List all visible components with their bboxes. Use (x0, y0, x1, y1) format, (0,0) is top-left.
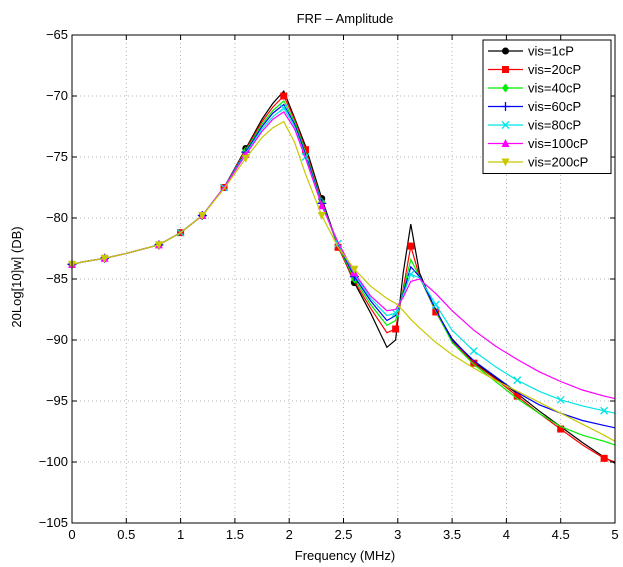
data-point (317, 201, 326, 210)
series-vis-200cp (68, 120, 616, 442)
chart-title: FRF – Amplitude (297, 11, 394, 26)
x-tick-label: 5 (611, 527, 618, 542)
x-tick-label: 0.5 (117, 527, 135, 542)
legend-label: vis=100cP (528, 136, 588, 151)
data-point (391, 309, 400, 318)
y-tick-label: −105 (39, 515, 68, 530)
legend-entry: vis=100cP (488, 136, 588, 151)
legend-label: vis=1cP (528, 44, 574, 59)
legend-label: vis=80cP (528, 118, 581, 133)
legend-entry: vis=40cP (488, 81, 581, 96)
x-axis-label: Frequency (MHz) (295, 548, 395, 563)
legend-label: vis=20cP (528, 62, 581, 77)
x-tick-label: 3 (394, 527, 401, 542)
data-point (392, 325, 400, 333)
data-point (406, 270, 415, 279)
legend-label: vis=200cP (528, 155, 588, 170)
y-tick-label: −90 (46, 332, 68, 347)
series-layer (67, 89, 616, 464)
x-tick-label: 1 (177, 527, 184, 542)
y-tick-label: −70 (46, 88, 68, 103)
data-point (198, 212, 207, 221)
y-tick-label: −65 (46, 27, 68, 42)
legend-marker (501, 139, 510, 147)
data-point (350, 265, 359, 274)
data-point (431, 300, 440, 309)
y-axis-label: 20Log[10]w] (DB) (9, 226, 24, 327)
legend-entry: vis=1cP (488, 44, 574, 59)
legend-marker (501, 158, 510, 167)
data-point (280, 92, 288, 100)
data-point (600, 454, 608, 462)
data-point (513, 392, 521, 400)
x-tick-label: 2 (286, 527, 293, 542)
data-point (154, 241, 163, 250)
legend-label: vis=40cP (528, 81, 581, 96)
y-axis-ticks: −105 −100 −95 −90 −85 −80 −75 −70 −65 (39, 27, 615, 530)
data-point (556, 395, 565, 404)
data-point (100, 254, 109, 263)
legend-label: vis=60cP (528, 99, 581, 114)
data-point (469, 347, 478, 355)
y-tick-label: −75 (46, 149, 68, 164)
legend-entry: vis=60cP (488, 99, 581, 114)
x-tick-label: 3.5 (443, 527, 461, 542)
legend-marker (502, 83, 509, 93)
legend-marker (501, 121, 510, 129)
legend-entry: vis=80cP (488, 118, 581, 133)
y-tick-label: −85 (46, 271, 68, 286)
x-tick-label: 2.5 (334, 527, 352, 542)
x-tick-label: 4.5 (552, 527, 570, 542)
legend-entry: vis=200cP (488, 155, 588, 170)
data-point (279, 104, 288, 113)
legend-marker (502, 47, 509, 55)
data-point (241, 154, 250, 163)
legend-entry: vis=20cP (488, 62, 581, 77)
x-tick-label: 4 (503, 527, 510, 542)
data-point (301, 146, 309, 154)
data-point (407, 242, 415, 250)
x-tick-label: 0 (68, 527, 75, 542)
data-point (470, 359, 478, 367)
y-tick-label: −80 (46, 210, 68, 225)
data-point (557, 425, 565, 433)
y-tick-label: −95 (46, 393, 68, 408)
data-point (513, 376, 522, 385)
legend-marker (502, 66, 509, 73)
legend: vis=1cP vis=20cP vis=40cP vis=60cP vis=80cP v… (482, 39, 612, 174)
y-tick-label: −100 (39, 454, 68, 469)
x-axis-ticks: 0 0.5 1 1.5 2 2.5 3 3.5 4 4.5 5 (68, 35, 619, 542)
data-point (317, 212, 326, 221)
data-point (600, 406, 609, 415)
x-tick-label: 1.5 (226, 527, 244, 542)
legend-marker (501, 102, 510, 111)
